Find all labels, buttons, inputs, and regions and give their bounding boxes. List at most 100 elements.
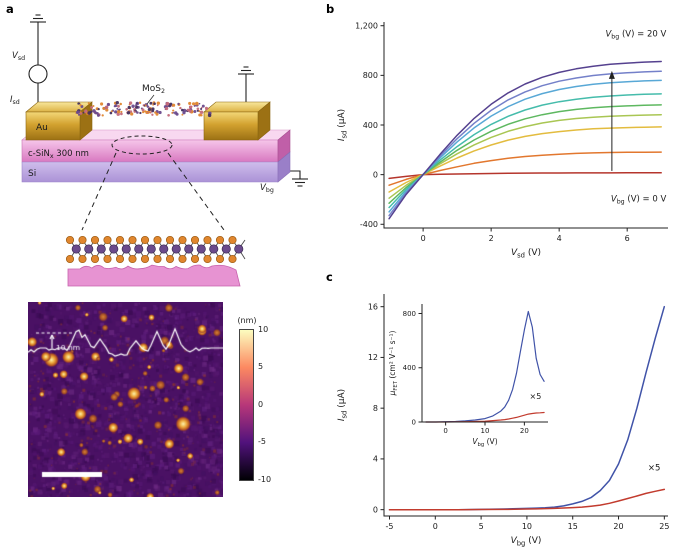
mos2-pointer-line — [146, 94, 155, 105]
flake-atom — [167, 113, 170, 117]
flake-atom — [151, 113, 154, 116]
y-axis-label: Isd (µA) — [337, 389, 348, 421]
vsd-label: Vsd — [12, 51, 25, 62]
mo-atom — [234, 244, 244, 254]
si-side-face — [277, 151, 291, 183]
flake-atom — [116, 107, 119, 110]
flake-atom — [182, 111, 186, 115]
x-tick-label: 5 — [479, 522, 484, 531]
x-tick-label: 15 — [568, 522, 578, 531]
flake-atom — [142, 110, 145, 114]
flake-atom — [169, 102, 173, 106]
flake-atom — [146, 111, 149, 114]
flake-atom — [90, 105, 94, 109]
flake-atom — [117, 104, 120, 108]
colorbar-tick: 5 — [258, 362, 264, 371]
current-source-symbol — [28, 64, 48, 84]
y-tick-label: 8 — [373, 404, 378, 413]
chart-tspan: (cm² V⁻¹ s⁻¹) — [388, 331, 397, 381]
s-atom — [65, 254, 75, 264]
flake-atom — [149, 101, 153, 105]
flake-atom — [96, 113, 100, 117]
flake-atom — [100, 102, 104, 106]
flake-atom — [156, 101, 160, 105]
flake-atom — [127, 105, 131, 110]
chart-tspan: sd — [340, 131, 348, 139]
colorbar-tick: 0 — [258, 400, 264, 409]
flake-atom — [172, 103, 176, 107]
flake-atom — [181, 113, 184, 116]
colorbar-title: (nm) — [237, 316, 257, 325]
s-atom — [103, 235, 112, 245]
panel-label-c: c — [326, 270, 333, 284]
rough-surface — [67, 264, 241, 287]
chart-c-inset-group: 0 10 20 0 400 800 Vbg (V) µFET (cm² V⁻¹ s⁻¹) ×5 — [388, 304, 548, 448]
flake-atom — [151, 109, 155, 113]
y-tick-label: 800 — [363, 71, 378, 80]
flake-atom — [92, 109, 96, 113]
series-line-5 — [388, 93, 662, 209]
mo-atom — [71, 244, 81, 254]
chart-tspan: V — [611, 194, 618, 204]
flake-atom — [207, 113, 212, 118]
flake-atom — [139, 111, 142, 115]
flake-atom — [193, 104, 196, 107]
dashed-line-right — [167, 152, 225, 231]
si-front-face — [21, 161, 279, 183]
flake-atom — [180, 108, 184, 112]
flake-atom — [165, 101, 170, 106]
flake-atom — [192, 102, 196, 106]
annotation-vbg-20v: Vbg (V) = 20 V — [605, 29, 666, 40]
s-atom — [78, 235, 87, 245]
flake-atom — [190, 105, 193, 108]
y-tick-label: 400 — [363, 121, 378, 130]
flake-atom — [201, 104, 205, 108]
s-atom — [65, 235, 75, 245]
s-atom — [140, 254, 150, 264]
chart-tspan: (µA) — [337, 389, 347, 411]
chart-b-group: 0 2 4 6 -400 0 400 800 1,200 Vsd (V) Isd (µA) Vbg (… — [337, 22, 668, 259]
mo-atom — [134, 244, 144, 254]
flake-atom — [198, 113, 202, 117]
chart-tspan: (V) — [525, 536, 541, 546]
flake-atom — [158, 110, 162, 115]
mo-atom — [184, 244, 194, 254]
x-tick-label: 20 — [613, 522, 623, 531]
series-line-6 — [388, 79, 662, 213]
y-tick-label: 16 — [368, 302, 378, 311]
flake-atom — [136, 102, 138, 105]
flake-atom — [77, 110, 80, 114]
s-atom — [78, 254, 87, 264]
flake-atom — [77, 102, 80, 105]
s-atom — [203, 254, 212, 264]
cross-section-zoom — [65, 235, 246, 287]
device-schematic: Vsd Isd Au MoS2 c-SiNx 300 nm Si Vbg — [10, 14, 308, 287]
flake-atom — [179, 106, 182, 110]
flake-atom — [120, 112, 123, 116]
flake-atom — [164, 106, 169, 111]
flake-atom — [116, 110, 121, 114]
y-axis-label: Isd (µA) — [337, 109, 348, 141]
flake-atom — [113, 105, 116, 108]
s-atom — [178, 254, 187, 264]
s-atom — [115, 254, 125, 264]
x-axis-label: Vbg (V) — [511, 536, 542, 547]
flake-atom — [130, 112, 134, 116]
flake-atom — [188, 101, 192, 105]
flake-atom — [110, 110, 113, 113]
s-atom — [190, 235, 200, 245]
s-atom — [228, 254, 237, 264]
flake-atom — [102, 106, 106, 110]
flake-atom — [115, 101, 119, 105]
x-tick-label: 20 — [520, 427, 529, 435]
colorbar-tick: 10 — [258, 325, 269, 334]
flake-atom — [193, 109, 197, 114]
flake-atom — [104, 105, 109, 110]
mo-atom — [209, 244, 219, 254]
s-atom — [128, 235, 137, 245]
y-tick-label: 4 — [373, 455, 378, 464]
series-line-2 — [388, 126, 662, 193]
s-atom — [103, 254, 112, 264]
y-tick-label: 800 — [403, 310, 416, 318]
annotation-x5-main: ×5 — [648, 463, 661, 473]
